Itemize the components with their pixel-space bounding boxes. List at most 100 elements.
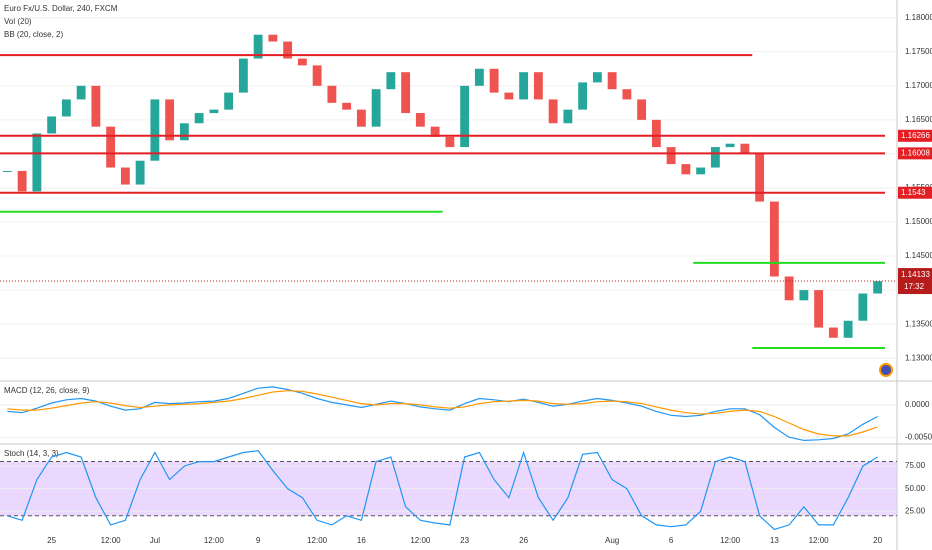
x-tick-label: 9 bbox=[256, 536, 261, 545]
candle bbox=[578, 82, 588, 110]
candle bbox=[179, 123, 189, 141]
level-tag bbox=[898, 186, 932, 199]
y-tick-label: 0.0000 bbox=[905, 400, 930, 409]
candle bbox=[356, 109, 366, 127]
candle bbox=[224, 92, 234, 110]
x-tick-label: 12:00 bbox=[809, 536, 830, 545]
candle bbox=[651, 119, 661, 148]
x-tick-label: 12:00 bbox=[410, 536, 431, 545]
last-price-tag bbox=[898, 268, 932, 295]
candle bbox=[696, 167, 706, 175]
level-tag bbox=[898, 129, 932, 142]
candle bbox=[120, 167, 130, 185]
candle bbox=[135, 160, 145, 185]
indicator-line bbox=[7, 386, 878, 442]
candle bbox=[740, 143, 750, 154]
y-tick-label: 1.17500 bbox=[905, 47, 932, 56]
x-tick-label: 25 bbox=[47, 536, 56, 545]
y-tick-label: 1.18000 bbox=[905, 13, 932, 22]
x-tick-label: Aug bbox=[605, 536, 619, 545]
candle bbox=[253, 34, 263, 59]
x-tick-label: Jul bbox=[150, 536, 160, 545]
candle bbox=[474, 68, 484, 86]
level-label: 1.1543 bbox=[901, 188, 926, 197]
candle bbox=[858, 293, 868, 321]
replay-icon[interactable] bbox=[879, 363, 893, 377]
indicator-line bbox=[7, 450, 878, 531]
candle bbox=[755, 153, 765, 202]
x-tick-label: 12:00 bbox=[720, 536, 741, 545]
candle bbox=[32, 133, 42, 192]
chart-title: Euro Fx/U.S. Dollar, 240, FXCM bbox=[4, 4, 118, 13]
candle bbox=[283, 41, 293, 59]
level-tag bbox=[898, 147, 932, 160]
candle bbox=[371, 89, 381, 127]
y-tick-label: 25.00 bbox=[905, 506, 926, 515]
last-time-label: 17:32 bbox=[904, 282, 925, 291]
candle bbox=[238, 58, 248, 93]
candle bbox=[799, 290, 809, 301]
candle bbox=[460, 85, 470, 148]
candle bbox=[489, 68, 499, 93]
candle bbox=[342, 102, 352, 110]
pane-title: MACD (12, 26, close, 9) bbox=[4, 386, 90, 395]
candle bbox=[548, 99, 558, 124]
candle bbox=[209, 109, 219, 114]
candle bbox=[47, 116, 57, 134]
last-price-label: 1.14133 bbox=[901, 270, 930, 279]
candle bbox=[769, 201, 779, 277]
candle bbox=[814, 290, 824, 328]
pane-title: Stoch (14, 3, 3) bbox=[4, 449, 59, 458]
x-tick-label: 26 bbox=[519, 536, 528, 545]
candle bbox=[165, 99, 175, 141]
subtitle: Vol (20) bbox=[4, 17, 32, 26]
y-tick-label: 1.13000 bbox=[905, 353, 932, 362]
candle bbox=[828, 327, 838, 338]
candle bbox=[61, 99, 71, 117]
candle bbox=[563, 109, 573, 124]
candle bbox=[843, 320, 853, 338]
candle bbox=[386, 72, 396, 90]
subtitle: BB (20, close, 2) bbox=[4, 30, 63, 39]
candle bbox=[607, 72, 617, 90]
candle bbox=[622, 89, 632, 100]
candle bbox=[681, 164, 691, 175]
candle bbox=[637, 99, 647, 120]
candle bbox=[2, 170, 12, 172]
candle bbox=[268, 34, 278, 42]
candle bbox=[445, 136, 455, 148]
x-tick-label: 20 bbox=[873, 536, 882, 545]
candle bbox=[17, 170, 27, 192]
candle bbox=[519, 72, 529, 100]
y-tick-label: 50.00 bbox=[905, 484, 926, 493]
y-tick-label: 1.16500 bbox=[905, 115, 932, 124]
x-tick-label: 23 bbox=[460, 536, 469, 545]
level-label: 1.16266 bbox=[901, 131, 930, 140]
indicator-line bbox=[7, 390, 878, 437]
y-tick-label: 75.00 bbox=[905, 461, 926, 470]
candle bbox=[297, 58, 307, 66]
x-tick-label: 6 bbox=[669, 536, 674, 545]
x-tick-label: 12:00 bbox=[101, 536, 122, 545]
candle bbox=[76, 85, 86, 100]
y-tick-label: 1.15000 bbox=[905, 217, 932, 226]
candle bbox=[327, 85, 337, 103]
x-tick-label: 13 bbox=[770, 536, 779, 545]
candle bbox=[725, 143, 735, 148]
candle bbox=[784, 276, 794, 301]
level-label: 1.16008 bbox=[901, 148, 930, 157]
candle bbox=[150, 99, 160, 161]
candle bbox=[401, 72, 411, 114]
y-tick-label: 1.17000 bbox=[905, 81, 932, 90]
candle bbox=[415, 113, 425, 127]
candle bbox=[312, 65, 322, 86]
candle bbox=[873, 281, 883, 294]
candle bbox=[91, 85, 101, 127]
candle bbox=[194, 113, 204, 124]
x-tick-label: 12:00 bbox=[307, 536, 328, 545]
candle bbox=[430, 126, 440, 137]
candle bbox=[592, 72, 602, 83]
y-tick-label: -0.0050 bbox=[905, 432, 932, 441]
candle bbox=[710, 147, 720, 168]
